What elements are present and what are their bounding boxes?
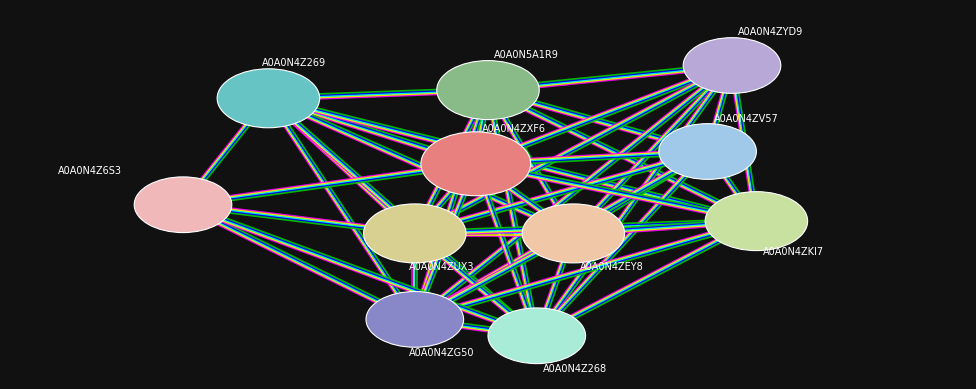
Ellipse shape [522,204,625,263]
Text: A0A0N4ZUX3: A0A0N4ZUX3 [409,262,474,272]
Text: A0A0N4ZYD9: A0A0N4ZYD9 [738,27,803,37]
Text: A0A0N4ZG50: A0A0N4ZG50 [409,348,474,358]
Text: A0A0N5A1R9: A0A0N5A1R9 [494,50,559,60]
Ellipse shape [705,192,808,251]
Ellipse shape [134,177,232,233]
Ellipse shape [659,124,756,179]
Text: A0A0N4ZKI7: A0A0N4ZKI7 [762,247,824,257]
Text: A0A0N4Z269: A0A0N4Z269 [263,58,326,68]
Text: A0A0N4Z268: A0A0N4Z268 [543,364,607,374]
Ellipse shape [366,291,464,347]
Text: A0A0N4ZEY8: A0A0N4ZEY8 [580,262,643,272]
Ellipse shape [488,308,586,364]
Text: A0A0N4Z6S3: A0A0N4Z6S3 [58,166,122,176]
Ellipse shape [218,69,320,128]
Text: A0A0N4ZXF6: A0A0N4ZXF6 [482,124,546,134]
Text: A0A0N4ZV57: A0A0N4ZV57 [713,114,779,124]
Ellipse shape [363,204,467,263]
Ellipse shape [421,132,531,196]
Ellipse shape [437,61,539,119]
Ellipse shape [683,38,781,93]
